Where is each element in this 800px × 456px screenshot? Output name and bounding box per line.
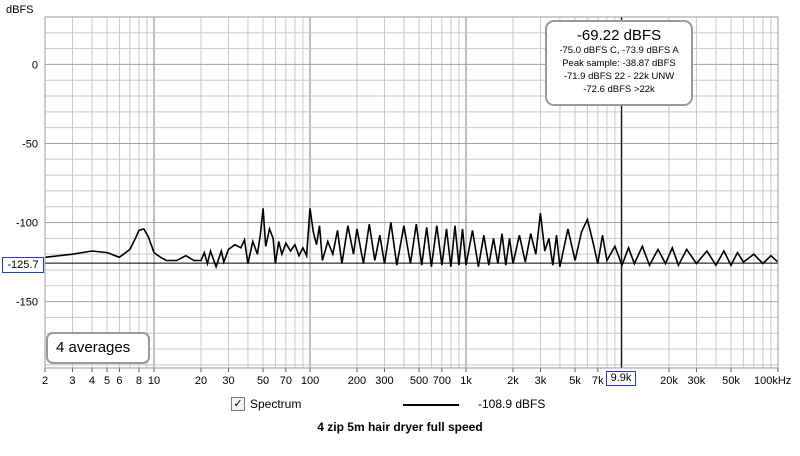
- averages-badge: 4 averages: [46, 332, 150, 364]
- y-tick-label: -100: [16, 218, 38, 230]
- y-axis-label: dBFS: [6, 4, 34, 16]
- x-tick-label: 70: [280, 375, 292, 387]
- legend-line-swatch: [403, 404, 459, 406]
- x-tick-label: 20: [195, 375, 207, 387]
- y-tick-label: -50: [22, 138, 38, 150]
- x-tick-label: 6: [116, 375, 122, 387]
- legend-series-name: Spectrum: [250, 397, 302, 411]
- x-tick-label: 5k: [569, 375, 581, 387]
- chart-title: 4 zip 5m hair dryer full speed: [317, 420, 483, 434]
- tick-labels: 2 3 4 5 6 8 10 20 30 50 70 100 200 300 500 700 1k 2k 3k 5k 7…: [16, 59, 791, 387]
- x-tick-label: 3k: [535, 375, 547, 387]
- x-tick-label: 2: [42, 375, 48, 387]
- y-tick-label: -150: [16, 297, 38, 309]
- x-tick-label: 50: [257, 375, 269, 387]
- y-tick-label: 0: [32, 59, 38, 71]
- x-tick-label: 5: [104, 375, 110, 387]
- x-tick-label: 700: [433, 375, 451, 387]
- cursor-y-readout: -125.7: [2, 257, 44, 273]
- x-tick-label: 8: [136, 375, 142, 387]
- x-tick-label: 3: [69, 375, 75, 387]
- x-tick-label: 10: [148, 375, 160, 387]
- x-tick-label: 100kHz: [754, 375, 791, 387]
- legend-series-value: -108.9 dBFS: [478, 397, 546, 411]
- spectrum-checkbox[interactable]: ✓: [231, 397, 245, 411]
- above-22k-level: -72.6 dBFS >22k: [583, 84, 655, 95]
- x-tick-label: 2k: [507, 375, 519, 387]
- x-tick-label: 30k: [688, 375, 706, 387]
- cursor-x-readout: 9.9k: [606, 371, 636, 386]
- unweighted-level: -71.9 dBFS 22 - 22k UNW: [563, 71, 675, 82]
- x-tick-label: 1k: [460, 375, 472, 387]
- x-tick-label: 100: [301, 375, 319, 387]
- spectrum-line: [44, 208, 779, 270]
- plot-border: [44, 16, 779, 369]
- level-readout[interactable]: -69.22 dBFS -75.0 dBFS C, -73.9 dBFS A P…: [545, 20, 693, 106]
- grid-lines: [44, 17, 779, 368]
- peak-sample: Peak sample: -38.87 dBFS: [562, 58, 676, 69]
- x-tick-label: 30: [222, 375, 234, 387]
- legend: ✓ Spectrum -108.9 dBFS: [0, 396, 800, 414]
- weighted-level: -75.0 dBFS C, -73.9 dBFS A: [559, 45, 679, 56]
- x-tick-label: 7k: [592, 375, 604, 387]
- x-tick-label: 20k: [660, 375, 678, 387]
- x-tick-label: 50k: [722, 375, 740, 387]
- x-tick-label: 300: [375, 375, 393, 387]
- rms-level: -69.22 dBFS: [576, 27, 662, 44]
- x-tick-label: 500: [410, 375, 428, 387]
- x-tick-label: 4: [89, 375, 95, 387]
- x-tick-label: 200: [348, 375, 366, 387]
